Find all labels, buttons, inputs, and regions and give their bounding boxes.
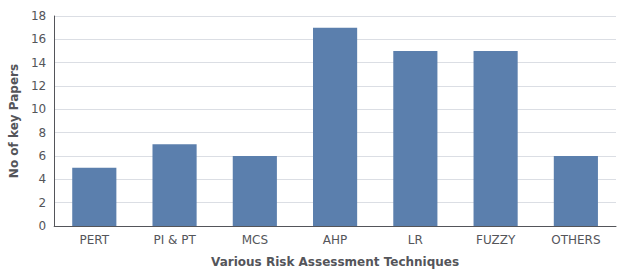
- svg-text:10: 10: [31, 102, 46, 116]
- svg-text:18: 18: [31, 9, 46, 23]
- svg-text:PERT: PERT: [79, 233, 109, 247]
- svg-text:FUZZY: FUZZY: [476, 233, 516, 247]
- svg-text:No of key Papers: No of key Papers: [7, 64, 21, 178]
- svg-text:4: 4: [39, 172, 47, 186]
- svg-text:Various Risk Assessment Techni: Various Risk Assessment Techniques: [211, 255, 459, 269]
- svg-text:MCS: MCS: [242, 233, 268, 247]
- svg-text:PI & PT: PI & PT: [153, 233, 196, 247]
- svg-text:2: 2: [39, 196, 47, 210]
- svg-text:AHP: AHP: [323, 233, 347, 247]
- svg-text:6: 6: [39, 149, 47, 163]
- svg-text:14: 14: [31, 56, 46, 70]
- svg-text:OTHERS: OTHERS: [551, 233, 600, 247]
- svg-text:12: 12: [31, 79, 46, 93]
- svg-text:16: 16: [31, 32, 46, 46]
- svg-text:LR: LR: [408, 233, 423, 247]
- svg-text:8: 8: [39, 126, 47, 140]
- svg-text:0: 0: [39, 219, 47, 233]
